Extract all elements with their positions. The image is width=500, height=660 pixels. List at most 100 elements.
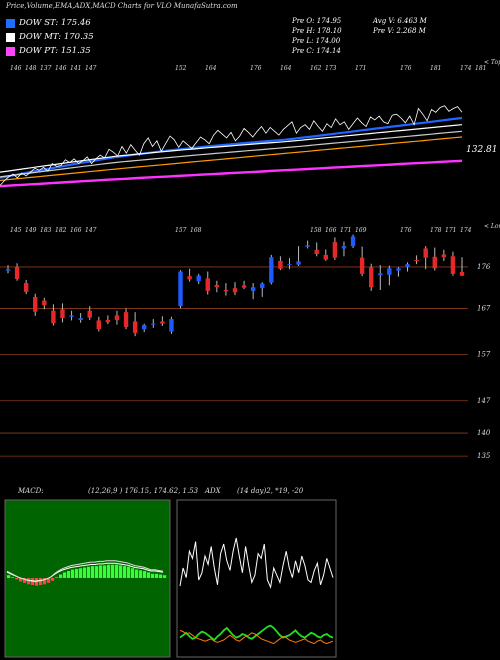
candle-body [359,257,365,274]
legend-swatch-st [6,18,15,28]
candle-body [332,242,338,258]
prev-volume: Pre V: 2.268 M [373,27,426,35]
candle-tick-label: 168 [190,227,202,234]
legend-swatch-mt [6,32,15,42]
top-tick-label: 152 [175,65,187,72]
candle-body [287,264,292,266]
candle-body [42,300,47,306]
macd-hist-bar [143,571,147,578]
candle-body [87,310,92,318]
y-tick-label: 157 [477,351,491,359]
macd-hist-bar [111,564,115,578]
candle-body [378,273,383,276]
candle-body [269,257,274,283]
candle-tick-label: 145 [10,227,22,234]
macd-hist-bar [103,565,107,578]
candle-body [105,320,111,323]
top-tick-label: 147 [85,65,97,72]
candle-body [323,254,328,260]
ohlc-open: Pre O: 174.95 [292,17,342,25]
macd-hist-bar [63,572,67,578]
macd-line [6,560,164,583]
candle-body [33,296,38,312]
macd-hist-bar [87,566,91,578]
candle-body [69,315,74,317]
candle-body [241,285,247,288]
candle-body [314,249,319,254]
macd-hist-bar [75,568,79,578]
macd-hist-bar [43,578,47,585]
candle-axis-tag: < Lowes [484,223,500,230]
legend-item-st: DOW ST: 175.46 [6,16,91,30]
macd-hist-bar [115,564,119,578]
candle-body [14,266,20,279]
candle-body [232,288,238,293]
top-tick-label: 164 [280,65,292,72]
top-tick-label: 181 [430,65,441,72]
top-tick-label: 164 [205,65,217,72]
macd-hist-bar [155,573,159,578]
last-price-label: 132.81 [466,145,498,155]
ohlc-high: Pre H: 178.10 [292,27,342,35]
macd-hist-bar [23,578,27,583]
macd-hist-bar [135,569,139,578]
y-tick-label: 167 [477,304,491,312]
top-tick-label: 176 [400,65,412,72]
legend-label-st: DOW ST: 175.46 [19,18,91,28]
macd-hist-bar [131,568,135,578]
top-tick-label: 148 [25,65,37,72]
macd-hist-bar [67,571,71,578]
macd-hist-bar [159,574,163,578]
y-tick-label: 176 [477,263,491,271]
candle-body [459,272,465,276]
macd-hist-bar [7,575,11,578]
candle-body [396,268,401,271]
legend-label-pt: DOW PT: 151.35 [19,46,91,56]
top-tick-label: 173 [325,65,337,72]
candle-body [387,268,392,275]
macd-hist-bar [55,577,59,578]
macd-hist-bar [27,578,31,585]
y-tick-label: 135 [477,452,491,460]
legend-swatch-pt [6,46,15,56]
candle-body [223,290,229,292]
candle-body [151,323,156,325]
macd-hist-bar [151,573,155,578]
candle-tick-label: 176 [400,227,412,234]
candle-tick-label: 158 [310,227,322,234]
candle-tick-label: 166 [325,227,337,234]
adx-title: ADX [204,487,222,495]
candle-tick-label: 147 [85,227,97,234]
candle-body [260,283,265,289]
candle-body [160,321,165,324]
macd-hist-bar [99,565,103,578]
candle-body [114,315,120,320]
macd-hist-bar [163,575,167,578]
top-tick-label: 176 [250,65,262,72]
candle-body [369,267,374,288]
macd-hist-bar [59,574,63,578]
top-tick-label: 171 [355,65,366,72]
y-tick-label: 147 [477,397,491,405]
candle-tick-label: 149 [25,227,37,234]
candle-tick-label: 166 [70,227,82,234]
macd-hist-bar [71,569,75,578]
macd-hist-bar [91,566,95,578]
candle-body [78,318,83,320]
legend-label-mt: DOW MT: 170.35 [19,32,94,42]
candle-body [23,283,29,292]
macd-hist-bar [15,578,19,580]
candle-body [178,271,183,307]
y-tick-label: 140 [477,429,491,437]
legend-item-pt: DOW PT: 151.35 [6,44,91,58]
ohlc-low: Pre L: 174.00 [292,37,341,45]
legend-item-mt: DOW MT: 170.35 [6,30,94,44]
candle-tick-label: 182 [55,227,67,234]
candle-body [450,256,456,274]
macd-hist-bar [107,564,111,578]
candle-body [187,276,192,280]
macd-hist-bar [127,566,131,578]
macd-hist-bar [19,578,23,582]
ohlc-close: Pre C: 174.14 [292,47,341,55]
